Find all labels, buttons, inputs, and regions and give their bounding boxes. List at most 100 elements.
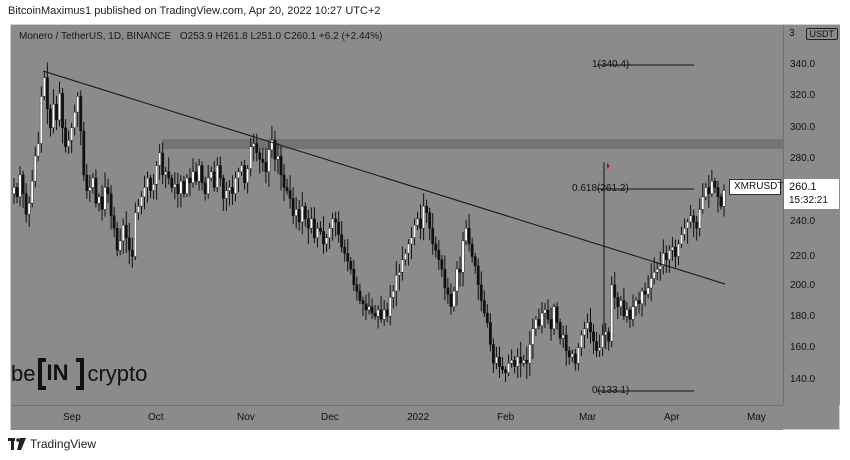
candle-down[interactable] xyxy=(482,300,486,314)
candle-up[interactable] xyxy=(640,290,644,304)
candle-up[interactable] xyxy=(661,253,665,267)
candle-down[interactable] xyxy=(355,284,359,292)
candle-up[interactable] xyxy=(140,196,143,207)
candle-up[interactable] xyxy=(634,300,638,307)
candle-down[interactable] xyxy=(82,130,86,176)
candle-up[interactable] xyxy=(652,272,656,279)
candle-down[interactable] xyxy=(306,218,310,229)
candle-up[interactable] xyxy=(404,253,407,260)
candle-down[interactable] xyxy=(49,108,52,128)
descending-trendline[interactable] xyxy=(42,70,726,285)
candle-up[interactable] xyxy=(246,168,250,183)
plot-area[interactable]: Monero / TetherUS, 1D, BINANCE O253.9 H2… xyxy=(11,25,783,405)
candlestick-chart[interactable] xyxy=(11,25,783,405)
candle-up[interactable] xyxy=(407,243,410,254)
candle-down[interactable] xyxy=(161,152,165,176)
candle-down[interactable] xyxy=(100,196,104,210)
candle-up[interactable] xyxy=(576,347,580,364)
candle-down[interactable] xyxy=(519,356,523,364)
candle-down[interactable] xyxy=(558,322,562,339)
candle-down[interactable] xyxy=(167,171,171,179)
candle-down[interactable] xyxy=(64,127,67,147)
candle-up[interactable] xyxy=(583,328,586,336)
candle-up[interactable] xyxy=(677,243,680,257)
candle-up[interactable] xyxy=(173,184,177,188)
candle-up[interactable] xyxy=(689,215,693,223)
candle-up[interactable] xyxy=(388,297,392,317)
candle-down[interactable] xyxy=(674,246,677,257)
candle-up[interactable] xyxy=(155,165,159,185)
candle-down[interactable] xyxy=(343,246,347,254)
candle-down[interactable] xyxy=(695,221,699,229)
candle-up[interactable] xyxy=(143,187,146,198)
candle-down[interactable] xyxy=(458,268,462,273)
candle-up[interactable] xyxy=(325,237,328,245)
candle-up[interactable] xyxy=(461,240,465,273)
candle-down[interactable] xyxy=(255,143,259,154)
candle-up[interactable] xyxy=(137,206,140,213)
candle-down[interactable] xyxy=(21,174,25,194)
candle-down[interactable] xyxy=(94,177,98,204)
candle-down[interactable] xyxy=(243,165,246,183)
candle-up[interactable] xyxy=(249,146,253,169)
candle-up[interactable] xyxy=(452,290,456,307)
candle-down[interactable] xyxy=(61,93,64,129)
candle-up[interactable] xyxy=(610,284,614,342)
candle-down[interactable] xyxy=(664,253,668,260)
candle-up[interactable] xyxy=(240,165,243,172)
candle-up[interactable] xyxy=(631,306,635,320)
candle-down[interactable] xyxy=(182,180,186,194)
candle-down[interactable] xyxy=(176,184,180,194)
candle-down[interactable] xyxy=(467,228,471,245)
candle-down[interactable] xyxy=(492,344,495,364)
candle-down[interactable] xyxy=(45,77,49,110)
candle-down[interactable] xyxy=(79,96,83,132)
candle-down[interactable] xyxy=(282,174,286,188)
candle-down[interactable] xyxy=(622,300,626,317)
candle-down[interactable] xyxy=(498,356,501,367)
candle-down[interactable] xyxy=(264,162,268,172)
candle-down[interactable] xyxy=(55,104,58,121)
candle-up[interactable] xyxy=(267,149,271,172)
candle-up[interactable] xyxy=(146,177,149,188)
candle-up[interactable] xyxy=(586,322,589,329)
candle-down[interactable] xyxy=(170,177,174,188)
candle-down[interactable] xyxy=(707,187,711,194)
candle-down[interactable] xyxy=(288,190,292,199)
candle-up[interactable] xyxy=(579,334,583,348)
candle-up[interactable] xyxy=(276,155,280,160)
candle-up[interactable] xyxy=(88,187,92,191)
candle-up[interactable] xyxy=(158,152,162,166)
candle-down[interactable] xyxy=(349,261,353,270)
candle-down[interactable] xyxy=(613,284,617,298)
candle-down[interactable] xyxy=(446,287,450,295)
price-axis[interactable]: 3 USDT 340.0 320.0 300.0 280.0 220.0 240… xyxy=(783,25,840,405)
candle-up[interactable] xyxy=(300,206,304,223)
candle-down[interactable] xyxy=(643,290,647,295)
candle-down[interactable] xyxy=(312,218,316,238)
candle-up[interactable] xyxy=(701,196,705,210)
candle-up[interactable] xyxy=(667,250,671,260)
candle-up[interactable] xyxy=(698,209,702,229)
candle-down[interactable] xyxy=(361,300,365,304)
candle-down[interactable] xyxy=(440,259,444,270)
candle-up[interactable] xyxy=(540,312,544,326)
candle-up[interactable] xyxy=(133,212,137,257)
candle-down[interactable] xyxy=(24,193,28,215)
candle-up[interactable] xyxy=(531,328,535,345)
candle-up[interactable] xyxy=(710,180,714,194)
candle-up[interactable] xyxy=(704,187,708,198)
candle-up[interactable] xyxy=(52,104,55,128)
candle-down[interactable] xyxy=(637,300,641,304)
candle-up[interactable] xyxy=(552,306,556,329)
candle-up[interactable] xyxy=(413,224,416,238)
candle-up[interactable] xyxy=(33,155,37,182)
candle-up[interactable] xyxy=(252,143,256,147)
candle-up[interactable] xyxy=(36,143,40,157)
chart-container[interactable]: Monero / TetherUS, 1D, BINANCE O253.9 H2… xyxy=(10,24,840,430)
candle-down[interactable] xyxy=(279,155,283,176)
candle-down[interactable] xyxy=(115,228,119,251)
candle-up[interactable] xyxy=(331,218,334,229)
candle-down[interactable] xyxy=(337,221,341,235)
candle-down[interactable] xyxy=(431,228,435,245)
